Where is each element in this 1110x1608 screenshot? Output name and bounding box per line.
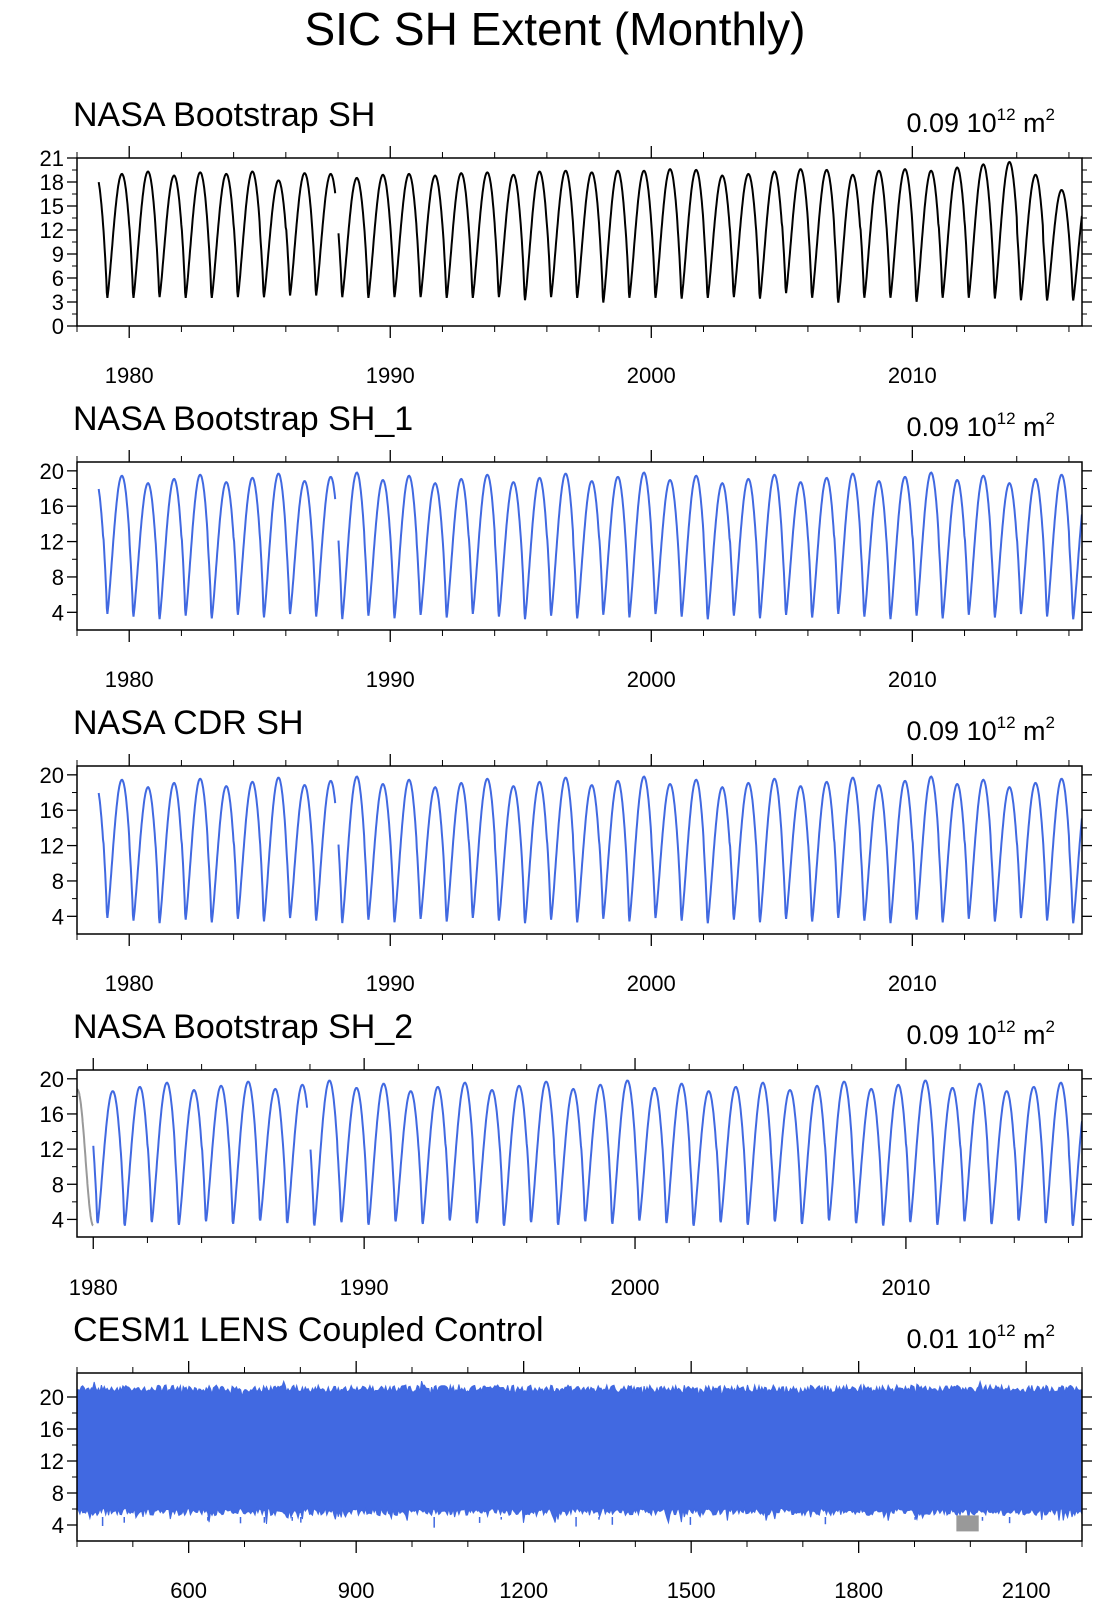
x-tick-label: 2010 <box>888 363 937 388</box>
series-line-2 <box>337 775 1082 924</box>
y-tick-label: 16 <box>40 1102 64 1127</box>
trend-label: 0.09 1012 m2 <box>907 1017 1055 1050</box>
panel-title: CESM1 LENS Coupled Control <box>73 1311 544 1349</box>
series-line-1 <box>92 1080 309 1226</box>
plot-frame <box>76 461 1083 631</box>
trend-label: 0.09 1012 m2 <box>907 105 1055 138</box>
x-tick-label: 2000 <box>627 971 676 996</box>
y-tick-label: 12 <box>40 1137 64 1162</box>
panel-title: NASA Bootstrap SH <box>73 96 375 134</box>
y-tick-label: 0 <box>52 314 64 339</box>
x-tick-label: 1980 <box>69 1275 118 1300</box>
plot-frame <box>76 157 1083 327</box>
series-line-2 <box>337 471 1082 620</box>
y-tick-label: 8 <box>52 1172 64 1197</box>
trend-label: 0.09 1012 m2 <box>907 409 1055 442</box>
y-tick-label: 20 <box>40 459 64 484</box>
figure-title: SIC SH Extent (Monthly) <box>304 3 806 55</box>
panel-title: NASA Bootstrap SH_2 <box>73 1008 413 1046</box>
series-line-1 <box>97 776 337 924</box>
x-tick-label: 1980 <box>105 363 154 388</box>
x-tick-label: 2010 <box>888 667 937 692</box>
x-tick-label: 1980 <box>105 971 154 996</box>
x-tick-label: 1990 <box>366 971 415 996</box>
y-tick-label: 16 <box>40 494 64 519</box>
panel-title: NASA CDR SH <box>73 704 304 742</box>
panel-title: NASA Bootstrap SH_1 <box>73 400 413 438</box>
x-tick-label: 900 <box>338 1578 375 1603</box>
x-tick-label: 2010 <box>881 1275 930 1300</box>
series-line-2 <box>309 1079 1082 1226</box>
chart-panel-3: NASA CDR SH 0.09 1012 m2 4 8 12 16 20 1980 1990 2… <box>40 704 1092 996</box>
x-tick-label: 1990 <box>366 363 415 388</box>
x-tick-label: 2000 <box>611 1275 660 1300</box>
x-tick-label: 1500 <box>667 1578 716 1603</box>
y-tick-label: 4 <box>52 600 64 625</box>
x-tick-label: 1800 <box>834 1578 883 1603</box>
chart-panel-2: NASA Bootstrap SH_1 0.09 1012 m2481216201… <box>40 400 1092 692</box>
y-tick-label: 20 <box>40 1385 64 1410</box>
chart-panel-5: CESM1 LENS Coupled Control 0.01 1012 m2 4 8… <box>40 1311 1092 1603</box>
x-tick-label: 1990 <box>340 1275 389 1300</box>
y-tick-label: 18 <box>40 170 64 195</box>
plot-frame <box>76 765 1083 935</box>
x-tick-label: 2000 <box>627 667 676 692</box>
trend-label: 0.01 1012 m2 <box>907 1321 1055 1354</box>
gap-fill-line <box>77 1088 94 1227</box>
y-tick-label: 12 <box>40 218 64 243</box>
x-tick-label: 2000 <box>627 363 676 388</box>
y-tick-label: 8 <box>52 565 64 590</box>
x-tick-label: 1980 <box>105 667 154 692</box>
chart-panel-4: NASA Bootstrap SH_2 0.09 1012 m2481216201… <box>40 1008 1092 1300</box>
gray-blip <box>956 1515 979 1532</box>
x-tick-label: 2100 <box>1002 1578 1051 1603</box>
y-tick-label: 21 <box>40 146 64 171</box>
trend-label: 0.09 1012 m2 <box>907 713 1055 746</box>
y-tick-label: 12 <box>40 834 64 859</box>
series-line-1 <box>97 472 337 620</box>
y-tick-label: 15 <box>40 194 64 219</box>
series-line-2 <box>337 160 1082 303</box>
x-tick-label: 600 <box>170 1578 207 1603</box>
series-line-1 <box>97 170 337 299</box>
x-tick-label: 1990 <box>366 667 415 692</box>
x-tick-label: 1200 <box>499 1578 548 1603</box>
y-tick-label: 6 <box>52 266 64 291</box>
x-tick-label: 2010 <box>888 971 937 996</box>
y-tick-label: 12 <box>40 1449 64 1474</box>
plot-frame <box>76 1069 1083 1238</box>
y-tick-label: 16 <box>40 798 64 823</box>
chart-panel-1: NASA Bootstrap SH 0.09 1012 m203691215182… <box>40 96 1092 388</box>
y-tick-label: 8 <box>52 1481 64 1506</box>
y-tick-label: 20 <box>40 1067 64 1092</box>
y-tick-label: 12 <box>40 530 64 555</box>
y-tick-label: 20 <box>40 763 64 788</box>
y-tick-label: 4 <box>52 904 64 929</box>
y-tick-label: 9 <box>52 242 64 267</box>
series-band <box>77 1379 1082 1525</box>
y-tick-label: 16 <box>40 1417 64 1442</box>
y-tick-label: 4 <box>52 1513 64 1538</box>
y-tick-label: 8 <box>52 869 64 894</box>
y-tick-label: 4 <box>52 1207 64 1232</box>
y-tick-label: 3 <box>52 290 64 315</box>
